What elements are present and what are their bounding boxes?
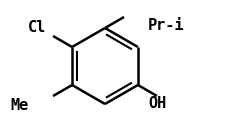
Text: Cl: Cl — [28, 20, 46, 35]
Text: Me: Me — [10, 98, 28, 113]
Text: Pr-i: Pr-i — [148, 18, 185, 33]
Text: OH: OH — [148, 96, 166, 111]
